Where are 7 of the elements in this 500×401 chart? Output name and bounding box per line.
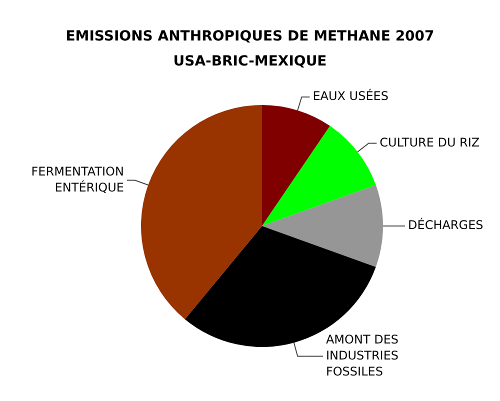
slice-label: DÉCHARGES — [408, 217, 484, 232]
slice-label: FERMENTATION ENTÉRIQUE — [31, 164, 124, 194]
slice-label: CULTURE DU RIZ — [380, 135, 480, 150]
chart-title: EMISSIONS ANTHROPIQUES DE METHANE 2007 — [66, 28, 434, 45]
slice-label: EAUX USÉES — [312, 88, 388, 104]
chart-subtitle: USA-BRIC-MEXIQUE — [173, 54, 327, 70]
slice-label: AMONT DES INDUSTRIES FOSSILES — [326, 332, 399, 378]
